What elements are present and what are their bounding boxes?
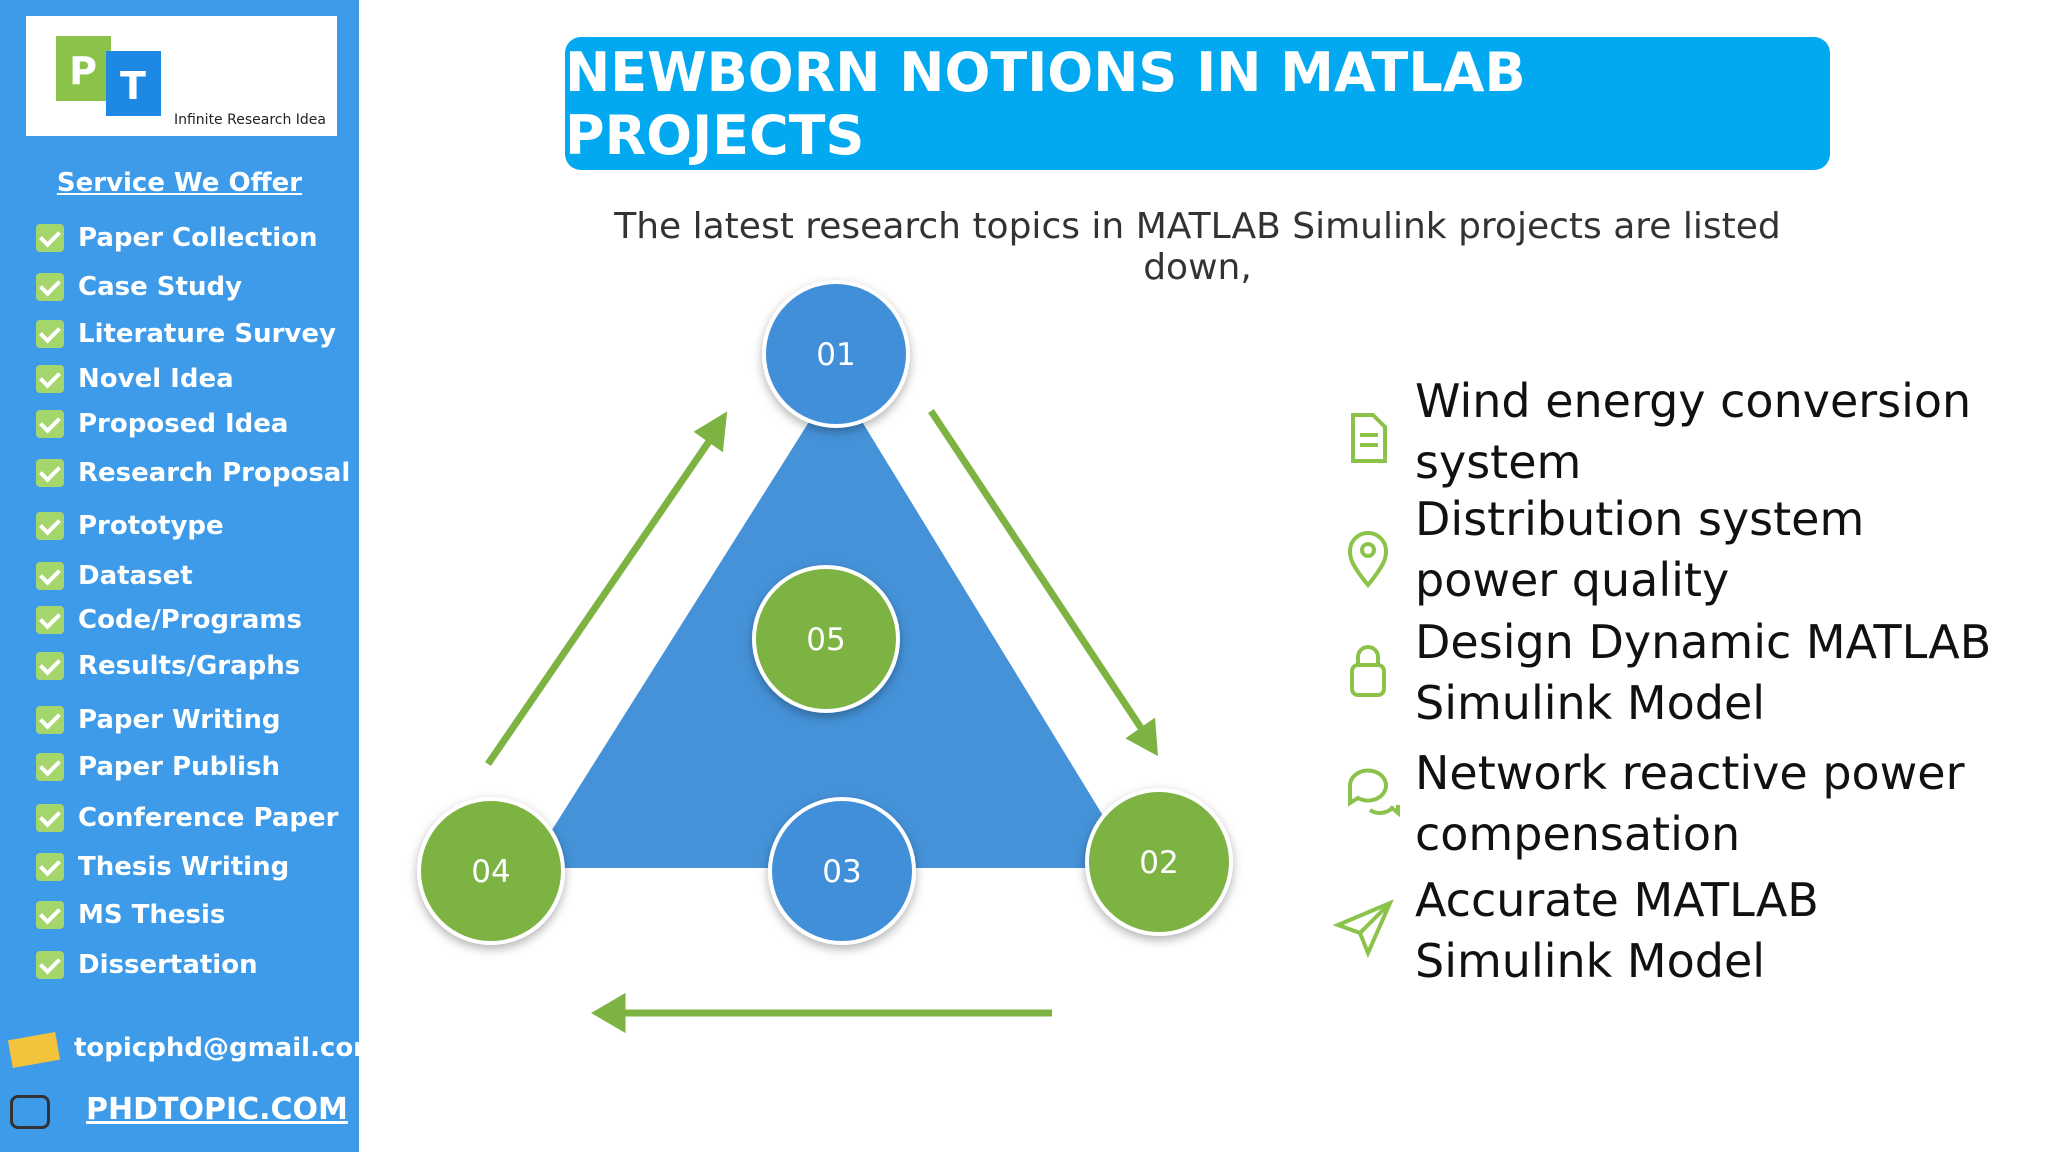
arrow-head [1125,717,1158,757]
doc-icon [1351,413,1387,463]
checkbox [36,853,64,881]
node-circle [1085,788,1233,936]
logo: P T Infinite Research Idea [26,16,337,136]
title-banner: NEWBORN NOTIONS IN MATLAB PROJECTS [565,37,1830,170]
topic: Network reactive power compensation [1415,746,1965,861]
web-icon [10,1095,50,1129]
pin-icon-dot [1360,542,1376,558]
service-item: Novel Idea [78,364,234,394]
node-circle [762,280,910,428]
checkbox [36,273,64,301]
node-label: 04 [471,854,510,890]
topic-icons [1332,413,1400,959]
checkbox [36,410,64,438]
logo-book [106,51,161,116]
checkbox [36,459,64,487]
node-label: 05 [806,622,845,658]
checkbox [36,224,64,252]
checkbox [36,901,64,929]
service-item: Conference Paper [78,803,339,833]
topic: Accurate MATLAB Simulink Model [1415,873,1819,988]
checkbox [36,606,64,634]
send-icon [1332,899,1394,959]
logo-letter: T [120,64,146,108]
node-label: 03 [822,854,861,890]
topic: Wind energy conversion system [1415,374,1972,489]
node-circle [417,797,565,945]
service-item: Dataset [78,561,193,591]
arrow-head [693,411,728,453]
node-circle [768,797,916,945]
title: NEWBORN NOTIONS IN MATLAB PROJECTS [565,40,1526,167]
subtitle: The latest research topics in MATLAB Sim… [614,206,1781,288]
logo-tagline: Infinite Research Idea [174,112,326,128]
service-item: Paper Collection [78,223,318,253]
checkbox [36,951,64,979]
website[interactable]: PHDTOPIC.COM [86,1092,348,1127]
lock-icon-shackle [1356,645,1380,665]
service-item: MS Thesis [78,900,226,930]
service-item: Code/Programs [78,605,302,635]
topic: Design Dynamic MATLAB Simulink Model [1415,615,1992,730]
service-item: Proposed Idea [78,409,289,439]
checkbox [36,365,64,393]
services-heading: Service We Offer [56,168,303,198]
arrow [928,409,1146,733]
lock-icon [1350,663,1386,697]
checkbox [36,706,64,734]
topic: Distribution system power quality [1415,492,1865,607]
arrow [485,435,715,766]
logo-book [56,36,111,101]
pin-icon [1347,531,1389,589]
service-item: Prototype [78,511,224,541]
sidebar: P T Infinite Research Idea Service We Of… [0,0,380,1152]
chat-icon [1348,768,1400,818]
node-label: 02 [1139,845,1178,881]
service-item: Results/Graphs [78,651,301,681]
email[interactable]: topicphd@gmail.com [74,1033,381,1063]
checkbox [36,804,64,832]
checkbox [36,320,64,348]
arrow-head [591,992,626,1034]
service-item: Research Proposal [78,458,351,488]
checkbox [36,562,64,590]
service-item: Paper Publish [78,752,281,782]
service-item: Case Study [78,272,243,302]
logo-mark: P T Infinite Research Idea [56,36,326,128]
arrows [485,409,1158,1034]
service-item: Literature Survey [78,319,336,349]
node-circle [752,565,900,713]
service-item: Thesis Writing [78,852,290,882]
service-item: Dissertation [78,950,258,980]
node-label: 01 [816,337,855,373]
checkbox [36,753,64,781]
logo-letter: P [69,49,97,93]
checkbox [36,512,64,540]
checkbox [36,652,64,680]
service-item: Paper Writing [78,705,281,735]
